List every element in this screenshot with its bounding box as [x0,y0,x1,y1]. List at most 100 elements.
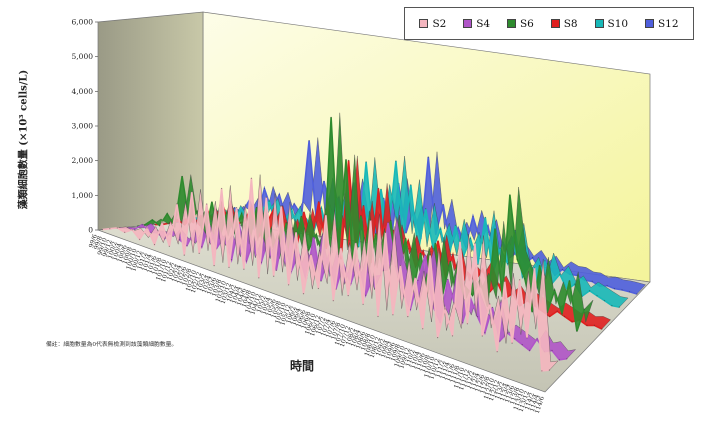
point-S12 [628,291,631,293]
point-S4 [462,321,464,323]
y-axis-title: 藻類細胞數量 (×10³ cells/L) [18,69,30,210]
point-S8 [556,310,558,312]
legend-item-S10: S10 [594,17,629,30]
legend-swatch [419,19,429,28]
point-S12 [323,180,325,182]
point-S4 [245,260,248,262]
point-S2 [459,240,461,243]
point-S2 [250,177,252,179]
legend-item-S4: S4 [463,18,490,30]
point-S2 [228,266,230,268]
point-S12 [234,207,236,209]
point-S4 [424,254,426,256]
point-S4 [551,349,553,352]
point-S6 [554,289,556,291]
point-S2 [340,247,342,249]
x-axis-title: 時間 [289,359,314,373]
point-S2 [362,303,364,305]
point-S2 [302,293,305,295]
side-wall [97,11,204,231]
point-S2 [288,284,290,286]
point-S4 [275,269,277,271]
point-S12 [442,203,444,206]
point-S4 [499,340,501,342]
point-S6 [256,206,258,208]
y-tick-label: 0 [88,226,93,235]
point-S2 [280,205,282,207]
point-S2 [414,277,416,279]
point-S6 [151,219,153,221]
legend-label: S10 [607,17,629,30]
point-S10 [544,260,546,262]
point-S6 [375,233,377,235]
point-S2 [504,280,506,283]
point-S8 [407,240,409,242]
legend-swatch [550,19,560,28]
point-S8 [318,201,320,203]
point-S2 [384,231,387,234]
point-S6 [390,219,392,222]
point-S4 [260,261,262,263]
point-S6 [315,233,317,236]
point-S2 [295,231,297,233]
point-S4 [365,294,367,296]
point-S4 [178,239,181,241]
point-S10 [596,295,598,297]
point-S4 [536,338,538,340]
point-S4 [447,278,449,280]
point-S2 [399,264,401,267]
point-S4 [566,358,568,360]
point-S2 [206,203,208,205]
point-S2 [533,267,536,269]
point-S4 [320,280,322,282]
point-S10 [320,207,322,209]
point-S10 [589,290,591,292]
y-tick-label: 3,000 [72,122,94,131]
point-S2 [325,214,327,216]
y-axis: 0 1,000 2,000 3,000 4,000 5,000 6,000 [72,18,98,235]
point-S6 [494,228,496,230]
point-S6 [330,116,332,118]
point-S8 [452,254,454,256]
y-tick-label: 2,000 [72,156,94,165]
point-S6 [196,211,198,213]
point-S2 [131,229,133,231]
point-S6 [531,311,533,313]
legend-label: S8 [563,17,578,30]
point-S10 [440,228,442,230]
point-S2 [221,187,223,190]
y-tick-label: 5,000 [72,52,94,61]
point-S2 [429,254,431,256]
x-tick-label: 99/6 [88,233,99,248]
legend-swatch [506,19,516,28]
point-S8 [437,240,439,242]
legend-item-S12: S12 [644,18,679,30]
point-S6 [524,278,526,280]
point-S10 [365,161,367,163]
point-S10 [507,263,509,265]
point-S6 [576,330,578,332]
point-S12 [278,194,280,196]
point-S2 [198,252,200,254]
point-S2 [139,238,141,240]
point-S12 [405,232,407,234]
point-S6 [144,224,146,226]
point-S4 [141,224,143,226]
point-S6 [181,175,183,177]
point-S6 [345,159,347,161]
point-S2 [489,303,491,305]
point-S2 [422,328,424,330]
point-S6 [509,194,511,196]
point-S10 [291,208,293,210]
y-tick-label: 4,000 [72,87,94,96]
point-S2 [265,196,267,198]
point-S6 [241,213,243,215]
point-S2 [481,335,483,337]
point-S10 [395,160,397,162]
point-S4 [521,344,523,346]
point-S12 [487,225,489,227]
point-S2 [451,335,454,337]
point-S8 [489,291,491,293]
point-S2 [407,316,409,318]
point-S2 [526,337,528,339]
